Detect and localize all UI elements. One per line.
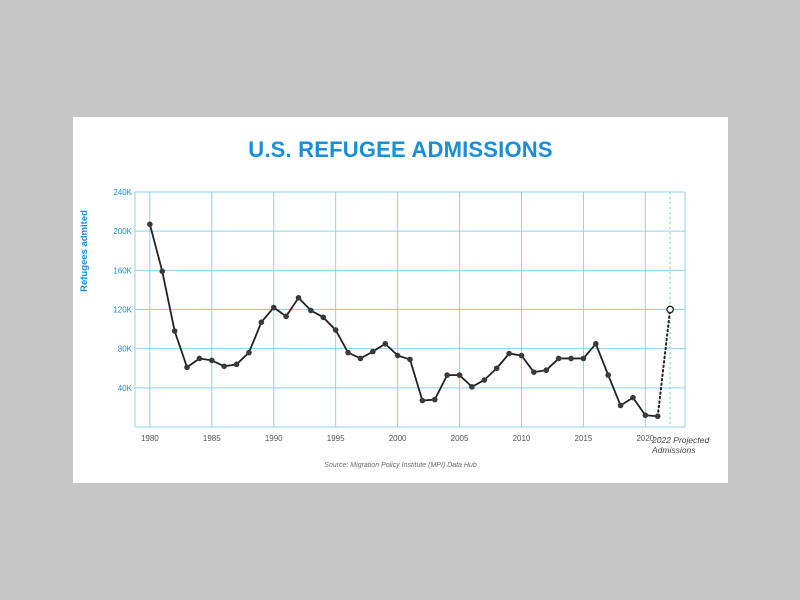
data-point bbox=[345, 349, 351, 356]
data-point bbox=[357, 355, 364, 362]
data-point bbox=[580, 355, 587, 362]
grid-layer bbox=[134, 191, 686, 428]
x-tick-label: 1990 bbox=[265, 434, 283, 443]
projection-label: 2022 Projected Admissions bbox=[652, 435, 709, 455]
data-point bbox=[159, 268, 166, 275]
data-point bbox=[196, 355, 203, 362]
projected-point bbox=[666, 305, 674, 314]
data-point bbox=[444, 372, 450, 378]
projection-segment bbox=[656, 308, 672, 418]
data-point bbox=[518, 352, 525, 359]
data-point bbox=[431, 396, 438, 403]
data-point bbox=[605, 372, 611, 378]
tick-label-layer: 40K 80K 120K 160K 200K 240K 1980 1985 1990 1995 20… bbox=[113, 188, 654, 443]
y-tick-label: 120K bbox=[113, 306, 132, 315]
data-point bbox=[481, 377, 488, 383]
data-point bbox=[332, 327, 339, 333]
data-point bbox=[171, 328, 178, 334]
data-point bbox=[407, 356, 413, 363]
y-tick-label: 240K bbox=[113, 188, 132, 197]
data-point bbox=[617, 402, 624, 409]
data-point bbox=[184, 364, 190, 371]
data-point bbox=[308, 307, 314, 314]
data-point bbox=[221, 363, 227, 370]
chart-title: U.S. REFUGEE ADMISSIONS bbox=[248, 137, 553, 162]
x-tick-label: 2020 bbox=[636, 434, 654, 443]
projection-label-line1: 2022 Projected bbox=[652, 435, 710, 445]
y-tick-label: 80K bbox=[118, 345, 133, 354]
data-point bbox=[382, 340, 389, 347]
x-tick-label: 1995 bbox=[327, 434, 345, 443]
data-point bbox=[654, 413, 661, 420]
data-point bbox=[630, 394, 636, 401]
y-tick-label: 200K bbox=[113, 227, 132, 236]
data-point bbox=[593, 340, 599, 347]
data-point bbox=[394, 352, 401, 359]
data-point bbox=[147, 221, 153, 228]
data-point bbox=[543, 367, 550, 374]
y-tick-label: 40K bbox=[118, 384, 133, 393]
x-tick-label: 2015 bbox=[575, 434, 593, 443]
projection-label-line2: Admissions bbox=[652, 445, 696, 455]
data-point bbox=[246, 349, 252, 356]
data-point bbox=[642, 412, 649, 419]
data-point bbox=[555, 355, 562, 362]
line-chart: 40K 80K 120K 160K 200K 240K 1980 1985 1990 1995 20… bbox=[113, 188, 686, 443]
data-point bbox=[320, 314, 327, 321]
x-tick-label: 2005 bbox=[451, 434, 469, 443]
data-point bbox=[456, 372, 463, 378]
data-point bbox=[295, 294, 302, 301]
data-point bbox=[233, 361, 240, 368]
data-point bbox=[419, 397, 426, 404]
data-point bbox=[283, 313, 289, 320]
chart-card: U.S. REFUGEE ADMISSIONS Refugees admited… bbox=[73, 117, 728, 483]
data-point bbox=[493, 365, 500, 372]
x-tick-label: 2000 bbox=[389, 434, 407, 443]
data-point bbox=[469, 384, 475, 390]
data-point bbox=[270, 304, 277, 311]
series-layer bbox=[147, 221, 674, 420]
x-tick-label: 1985 bbox=[203, 434, 221, 443]
data-point bbox=[568, 355, 574, 362]
x-tick-label: 1980 bbox=[141, 434, 159, 443]
data-point bbox=[531, 369, 537, 375]
y-tick-label: 160K bbox=[113, 266, 132, 275]
data-point bbox=[258, 319, 265, 326]
data-point bbox=[209, 357, 215, 364]
data-point bbox=[506, 350, 512, 357]
x-tick-label: 2010 bbox=[513, 434, 531, 443]
data-point bbox=[370, 348, 376, 355]
source-note: Source: Migration Policy Institute (MPI)… bbox=[324, 462, 477, 469]
